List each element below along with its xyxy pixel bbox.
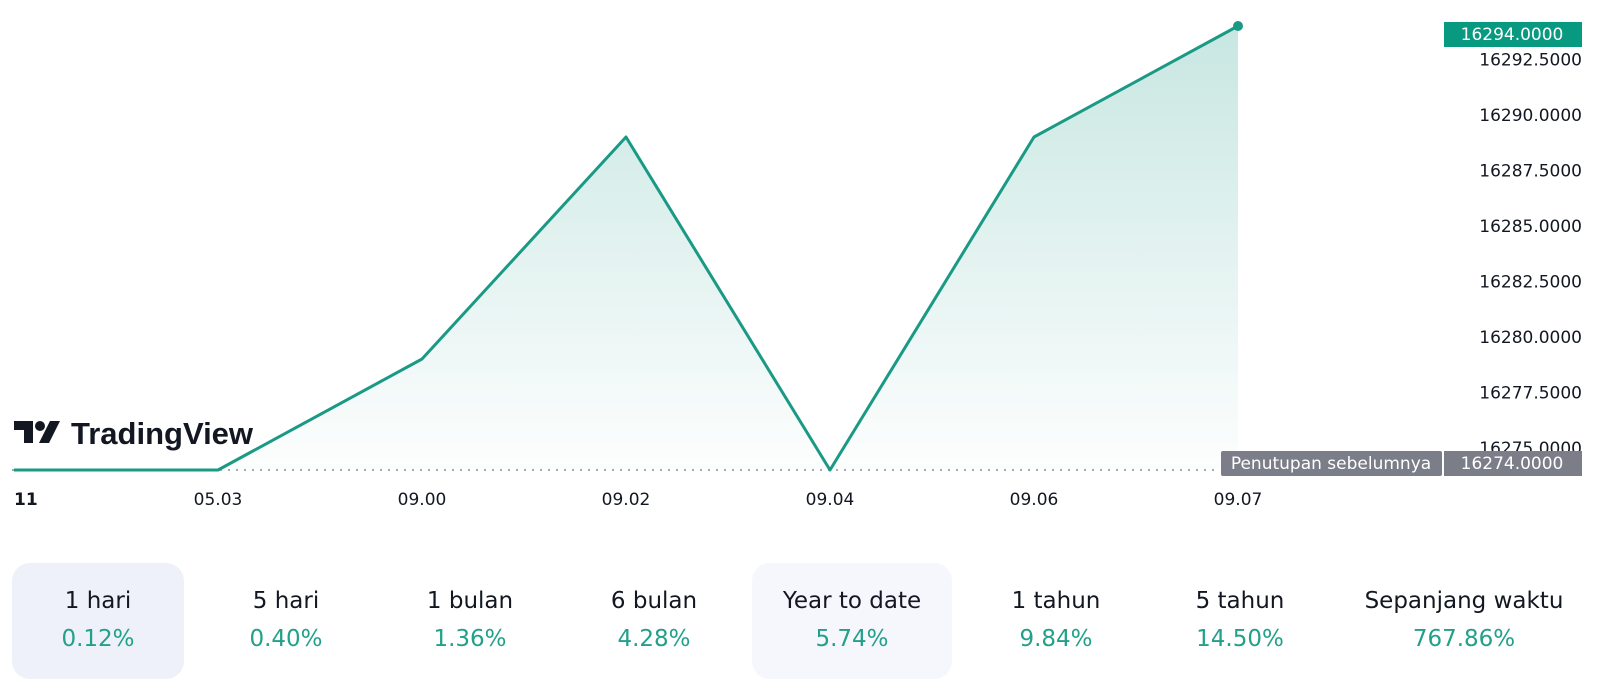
- period-value: 14.50%: [1196, 626, 1284, 652]
- period-label: 1 tahun: [1011, 588, 1101, 614]
- period-1-bulan[interactable]: 1 bulan 1.36%: [384, 563, 556, 679]
- x-tick-label: 09.04: [806, 490, 855, 510]
- period-value: 0.40%: [249, 626, 323, 652]
- y-tick-label: 16290.0000: [1479, 106, 1582, 126]
- period-label: 5 tahun: [1195, 588, 1285, 614]
- previous-close-label: Penutupan sebelumnya: [1231, 454, 1431, 474]
- area-fill: [14, 26, 1238, 470]
- period-value: 767.86%: [1412, 626, 1516, 652]
- x-tick-label: 11: [14, 490, 38, 510]
- period-label: Sepanjang waktu: [1364, 588, 1564, 614]
- period-label: Year to date: [782, 588, 922, 614]
- last-price-tag: 16294.0000: [1444, 22, 1582, 47]
- tradingview-logo-text: TradingView: [71, 416, 254, 451]
- price-chart[interactable]: 16292.5000 16290.0000 16287.5000 16285.0000…: [0, 0, 1600, 540]
- previous-close-tag: Penutupan sebelumnya 16274.0000: [1221, 451, 1582, 476]
- period-label: 1 bulan: [426, 588, 514, 614]
- period-year-to-date[interactable]: Year to date 5.74%: [752, 563, 952, 679]
- y-tick-label: 16282.5000: [1479, 272, 1582, 292]
- y-tick-label: 16287.5000: [1479, 161, 1582, 181]
- performance-periods: 1 hari 0.12% 5 hari 0.40% 1 bulan 1.36% …: [12, 563, 1588, 679]
- period-value: 1.36%: [433, 626, 507, 652]
- period-value: 5.74%: [815, 626, 889, 652]
- period-5-tahun[interactable]: 5 tahun 14.50%: [1154, 563, 1326, 679]
- period-1-tahun[interactable]: 1 tahun 9.84%: [970, 563, 1142, 679]
- period-label: 1 hari: [64, 588, 132, 614]
- period-value: 9.84%: [1019, 626, 1093, 652]
- period-label: 5 hari: [252, 588, 320, 614]
- last-price-value: 16294.0000: [1461, 25, 1564, 45]
- y-tick-label: 16280.0000: [1479, 328, 1582, 348]
- x-tick-label: 05.03: [194, 490, 243, 510]
- x-tick-label: 09.02: [602, 490, 651, 510]
- period-5-hari[interactable]: 5 hari 0.40%: [200, 563, 372, 679]
- period-sepanjang-waktu[interactable]: Sepanjang waktu 767.86%: [1340, 563, 1588, 679]
- period-label: 6 bulan: [610, 588, 698, 614]
- y-tick-label: 16292.5000: [1479, 50, 1582, 70]
- last-data-point: [1233, 21, 1243, 31]
- x-axis: 11 05.03 09.00 09.02 09.04 09.06 09.07: [14, 490, 1262, 510]
- x-tick-label: 09.00: [398, 490, 447, 510]
- y-tick-label: 16285.0000: [1479, 217, 1582, 237]
- tradingview-logo: TradingView: [14, 416, 254, 451]
- x-tick-label: 09.07: [1214, 490, 1263, 510]
- period-value: 4.28%: [617, 626, 691, 652]
- y-tick-label: 16277.5000: [1479, 383, 1582, 403]
- series-line: [14, 24, 1239, 472]
- tradingview-logo-icon: [14, 421, 60, 443]
- period-1-hari[interactable]: 1 hari 0.12%: [12, 563, 184, 679]
- previous-close-value: 16274.0000: [1461, 454, 1564, 474]
- period-value: 0.12%: [61, 626, 135, 652]
- y-axis: 16292.5000 16290.0000 16287.5000 16285.0000…: [1479, 50, 1582, 458]
- x-tick-label: 09.06: [1010, 490, 1059, 510]
- period-6-bulan[interactable]: 6 bulan 4.28%: [568, 563, 740, 679]
